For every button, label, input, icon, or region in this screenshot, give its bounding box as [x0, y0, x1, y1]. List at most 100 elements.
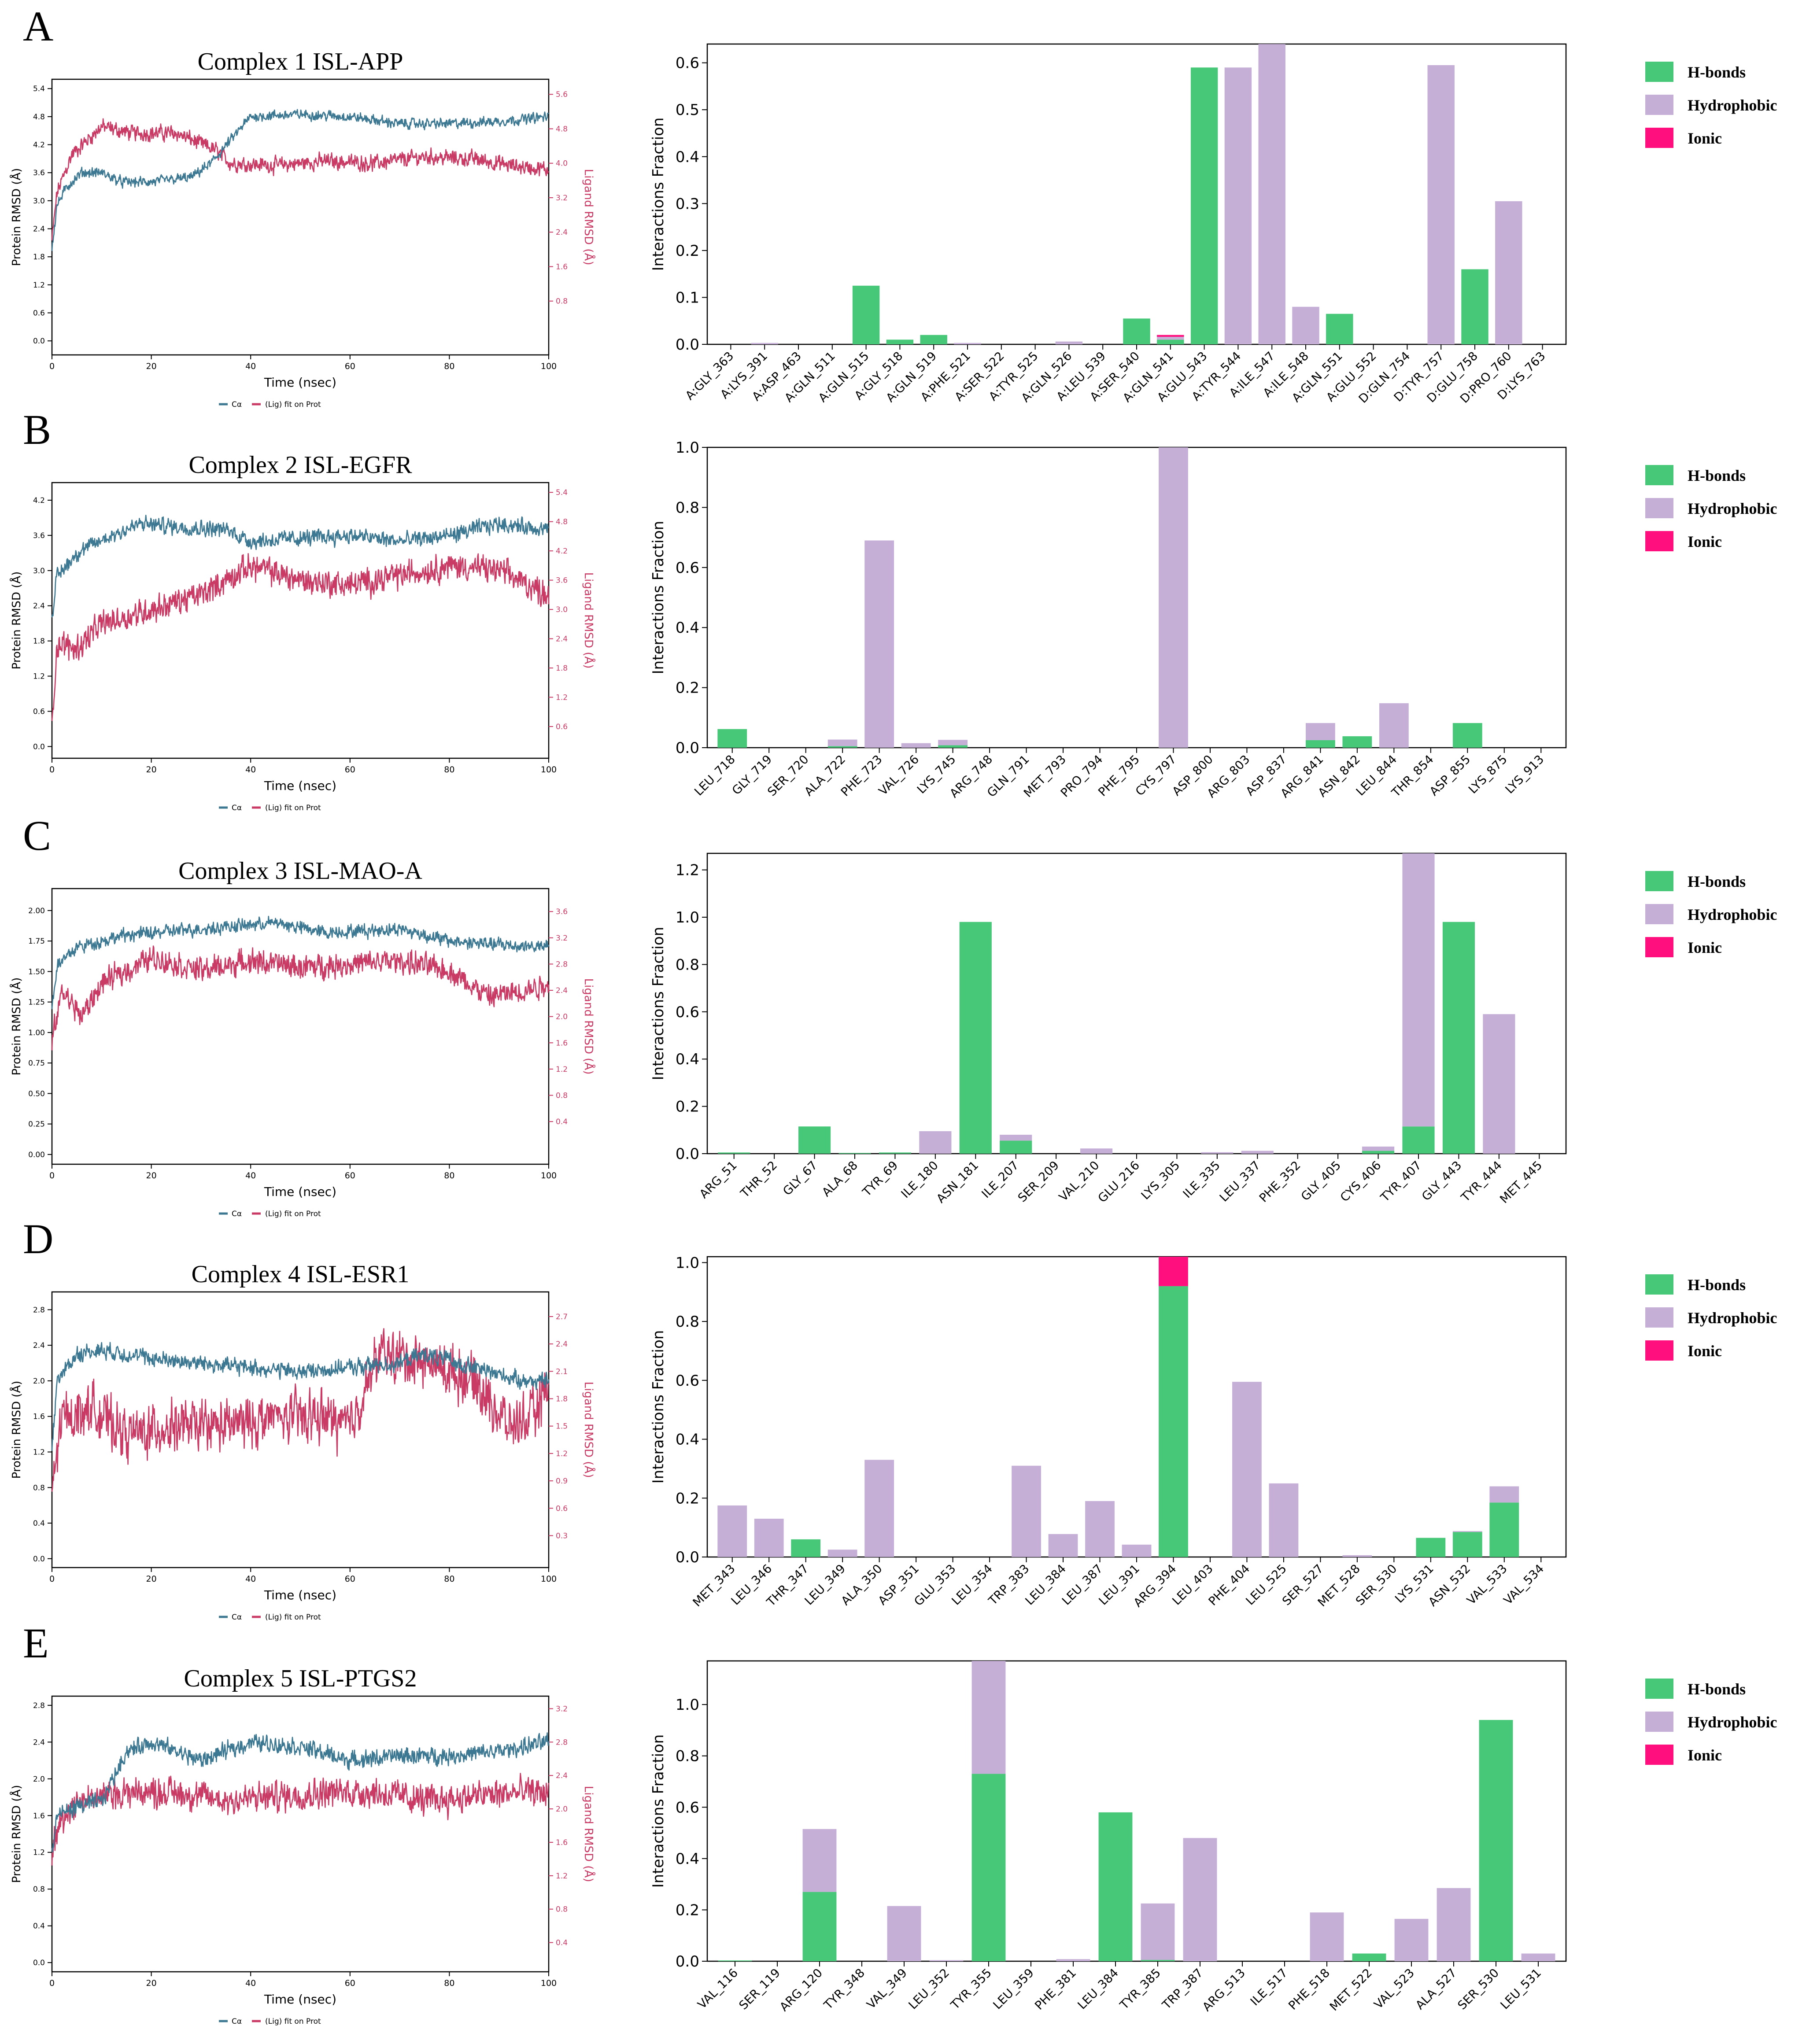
- hydrophobic-bar: [1306, 723, 1335, 740]
- residue-label: LYS_305: [1139, 1159, 1183, 1203]
- residue-label: TYR_69: [860, 1159, 901, 1199]
- legend-ca-label: Cα: [232, 400, 242, 409]
- protein-tick-label: 0.00: [28, 1151, 45, 1159]
- protein-tick-label: 0.0: [33, 1959, 45, 1967]
- ligand-tick-label: 1.6: [556, 1838, 568, 1847]
- hydrophobic-bar: [1141, 1903, 1175, 1960]
- legend-hbonds-label: H-bonds: [1688, 1680, 1746, 1698]
- ligand-tick-label: 0.3: [556, 1531, 568, 1540]
- protein-tick-label: 1.75: [28, 937, 45, 946]
- protein-tick-label: 0.4: [33, 1922, 45, 1931]
- ligand-tick-label: 1.8: [556, 1395, 568, 1404]
- legend-hbonds-label: H-bonds: [1688, 467, 1746, 484]
- hydrophobic-bar: [938, 740, 968, 745]
- rmsd-frame: [51, 1695, 550, 1973]
- x-tick-label: 40: [245, 362, 256, 371]
- legend-ca-label: Cα: [232, 1613, 242, 1622]
- bar-y-tick-label: 0.1: [676, 289, 699, 306]
- residue-label: GLY_443: [1419, 1159, 1464, 1203]
- protein-tick-label: 0.25: [28, 1120, 45, 1129]
- bar-y-tick-label: 0.6: [676, 559, 699, 577]
- hydrophobic-bar: [1241, 1151, 1274, 1154]
- x-tick-label: 20: [146, 1171, 157, 1181]
- protein-tick-label: 1.6: [33, 1413, 45, 1421]
- residue-label: VAL_726: [876, 753, 922, 798]
- hydrophobic-bar: [802, 1829, 837, 1892]
- residue-label: PHE_352: [1257, 1159, 1304, 1205]
- protein-tick-label: 0.0: [33, 1555, 45, 1564]
- rmsd-x-label: Time (nsec): [264, 1184, 336, 1199]
- ligand-tick-label: 1.5: [556, 1422, 568, 1431]
- rmsd-title: Complex 3 ISL-MAO-A: [178, 857, 422, 885]
- ligand-rmsd-series: [51, 1773, 550, 1866]
- hydrophobic-bar: [1056, 1959, 1090, 1961]
- protein-tick-label: 3.6: [33, 169, 45, 177]
- x-tick-label: 100: [541, 1171, 557, 1181]
- bar-marks: [717, 1257, 1519, 1557]
- protein-tick-label: 4.2: [33, 141, 45, 150]
- rmsd-frame: [51, 78, 550, 356]
- residue-label: GLY_67: [780, 1159, 820, 1198]
- bar-y-axis-label: Interactions Fraction: [650, 521, 667, 675]
- bar-y-tick-label: 0.3: [676, 195, 699, 213]
- protein-ca-series: [51, 515, 549, 618]
- bar-y-axis-label: Interactions Fraction: [650, 1330, 667, 1484]
- hbond-bar: [1157, 339, 1184, 344]
- hydrophobic-bar: [1157, 336, 1184, 340]
- rmsd-title: Complex 4 ISL-ESR1: [192, 1261, 410, 1288]
- hydrophobic-bar: [971, 1661, 1006, 1774]
- residue-label: PHE_381: [1032, 1966, 1079, 2013]
- x-tick-label: 40: [245, 765, 256, 775]
- x-tick-label: 80: [444, 1574, 454, 1584]
- x-tick-label: 100: [541, 1978, 557, 1988]
- ligand-tick-label: 5.4: [556, 488, 568, 497]
- residue-label: VAL_116: [695, 1966, 741, 2011]
- ligand-rmsd-series: [51, 1328, 550, 1492]
- hbond-bar: [802, 1892, 837, 1961]
- ligand-tick-label: 3.0: [556, 605, 568, 614]
- ligand-tick-label: 0.8: [556, 1905, 568, 1914]
- ligand-tick-label: 1.2: [556, 1872, 568, 1881]
- bar-y-tick-label: 0.8: [676, 499, 699, 517]
- ligand-tick-label: 3.6: [556, 576, 568, 585]
- protein-tick-label: 0.75: [28, 1059, 45, 1068]
- ligand-tick-label: 4.8: [556, 518, 568, 527]
- protein-tick-label: 1.6: [33, 1812, 45, 1820]
- hbond-bar: [1159, 1286, 1188, 1557]
- bar-y-axis-label: Interactions Fraction: [650, 1734, 667, 1888]
- residue-label: GLY_405: [1299, 1159, 1344, 1203]
- residue-label: SER_530: [1353, 1562, 1400, 1608]
- bar-frame: [706, 1256, 1567, 1558]
- hydrophobic-bar: [1055, 341, 1083, 344]
- residue-label: ILE_517: [1248, 1966, 1290, 2008]
- protein-tick-label: 2.4: [33, 225, 45, 234]
- x-tick-label: 100: [541, 362, 557, 371]
- bar-y-tick-label: 0.0: [676, 1549, 699, 1566]
- protein-rmsd-axis-label: Protein RMSD (Å): [9, 978, 23, 1076]
- x-tick-label: 20: [146, 765, 157, 775]
- hbond-bar: [1342, 736, 1372, 748]
- hbond-bar: [1141, 1960, 1175, 1961]
- interaction-panel-c: 0.0 0.2 0.4 0.6 0.8 1.0 1.2 Interactions Fracti…: [650, 852, 1777, 1206]
- x-tick-label: 100: [541, 1574, 557, 1584]
- bar-marks: [717, 447, 1482, 748]
- ligand-tick-label: 1.8: [556, 664, 568, 673]
- hbond-bar: [1402, 1126, 1435, 1154]
- ligand-tick-label: 3.2: [556, 1705, 568, 1713]
- ligand-tick-label: 2.7: [556, 1313, 568, 1321]
- hbond-bar: [1352, 1953, 1386, 1961]
- rmsd-x-label: Time (nsec): [264, 778, 336, 793]
- residue-label: SER_209: [1016, 1159, 1062, 1205]
- bar-y-tick-label: 0.2: [676, 1098, 699, 1116]
- hydrophobic-bar: [1342, 1555, 1372, 1557]
- interaction-panel-d: 0.0 0.2 0.4 0.6 0.8 1.0 Interactions Fraction M…: [650, 1254, 1777, 1610]
- ligand-tick-label: 1.6: [556, 262, 568, 271]
- protein-tick-label: 0.4: [33, 1519, 45, 1528]
- bar-marks: [718, 1661, 1555, 1961]
- bar-y-tick-label: 0.5: [676, 101, 699, 119]
- hydrophobic-bar: [1437, 1888, 1471, 1961]
- bar-y-tick-label: 1.0: [676, 1696, 699, 1714]
- legend-hydrophobic-label: Hydrophobic: [1688, 1309, 1777, 1327]
- ligand-tick-label: 2.4: [556, 228, 568, 237]
- hydrophobic-bar: [954, 343, 981, 344]
